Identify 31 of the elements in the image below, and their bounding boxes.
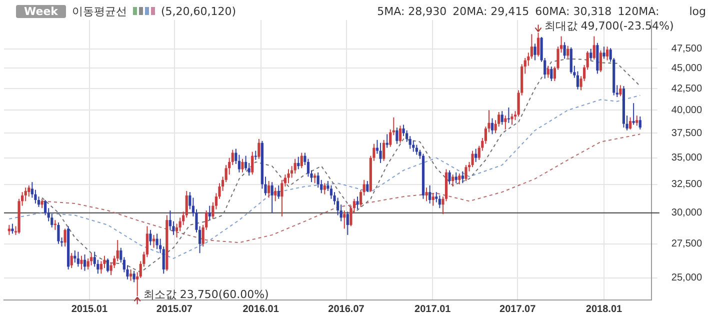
text: 120MA:	[618, 4, 660, 18]
text: Week	[16, 4, 66, 18]
y-tick-label: 27,500	[671, 238, 702, 250]
text: 이동평균선	[72, 4, 127, 18]
x-tick-label: 2018.01	[586, 304, 623, 315]
annotation: 최소값 23,750(60.00%)	[143, 288, 269, 302]
y-tick-label: 35,000	[671, 152, 702, 164]
x-tick-label: 2016.07	[328, 304, 365, 315]
x-tick-label: 2015.01	[71, 304, 108, 315]
line-series	[42, 134, 641, 244]
text: 5MA: 28,930	[377, 4, 447, 18]
y-tick-label: 30,000	[671, 208, 702, 219]
x-tick-label: 2017.01	[414, 304, 452, 315]
candlestick	[632, 103, 635, 125]
x-tick-label: 2017.07	[500, 304, 536, 315]
y-tick-label: 25,000	[671, 272, 702, 284]
y-tick-label: 47,500	[671, 44, 702, 55]
candlestick	[507, 108, 510, 123]
text: (5,20,60,120)	[160, 4, 236, 18]
x-tick-label: 2015.07	[156, 304, 193, 315]
text: 20MA: 29,415	[452, 4, 530, 18]
text: log	[689, 4, 706, 18]
y-tick-label: 45,000	[671, 62, 702, 74]
annotation: 최대값 49,700(-23.54%)	[544, 20, 674, 33]
text: 60MA: 30,318	[535, 4, 612, 18]
y-tick-label: 37,500	[671, 128, 702, 139]
y-tick-label: 32,500	[671, 179, 702, 190]
y-tick-label: 40,000	[671, 104, 702, 116]
x-tick-label: 2016.01	[242, 304, 280, 315]
line-series	[8, 94, 641, 259]
y-tick-label: 42,500	[671, 83, 702, 94]
